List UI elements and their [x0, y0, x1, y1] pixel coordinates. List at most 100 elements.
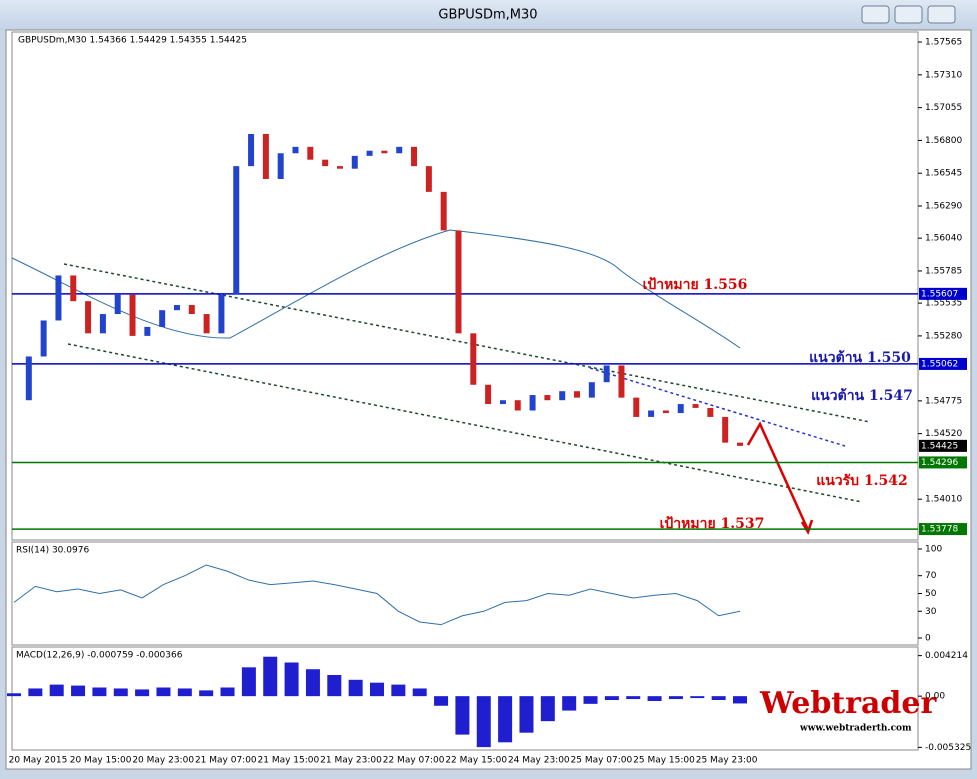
minimize-button[interactable]: [861, 5, 890, 24]
candle: [529, 395, 536, 411]
main-panel: [11, 31, 919, 541]
time-label: 21 May 15:00: [258, 756, 320, 766]
price-label: 1.56800: [925, 136, 962, 146]
candle: [336, 166, 343, 169]
annotation: แนวรับ 1.542: [816, 473, 908, 489]
candle: [351, 155, 358, 169]
price-label: 1.56290: [925, 202, 962, 212]
candle: [588, 382, 595, 398]
macd-label: MACD(12,26,9) -0.000759 -0.000366: [16, 651, 183, 661]
macd-bar: [604, 696, 619, 700]
candle: [262, 133, 269, 179]
candle: [366, 150, 373, 156]
candle: [677, 404, 684, 414]
macd-bar: [733, 696, 747, 704]
candle: [499, 400, 506, 405]
price-label: 1.54010: [925, 495, 962, 505]
annotation: แนวต้าน 1.547: [811, 388, 913, 404]
macd-bar: [348, 679, 363, 697]
candle: [55, 275, 62, 321]
candle: [114, 294, 121, 315]
macd-bar: [391, 684, 406, 697]
candle: [470, 333, 477, 385]
macd-tick-label: 0.004214: [925, 651, 968, 661]
macd-bar: [305, 669, 320, 697]
macd-bar: [668, 696, 683, 700]
time-label: 25 May 15:00: [633, 756, 695, 766]
candle: [40, 320, 47, 357]
candle: [396, 146, 403, 154]
price-box: [919, 456, 967, 469]
macd-bar: [711, 696, 726, 700]
price-label: 1.55280: [925, 331, 962, 341]
macd-bar: [7, 693, 21, 697]
macd-tick-label: -0.005325: [925, 743, 971, 753]
time-label: 24 May 23:00: [508, 756, 570, 766]
candle: [559, 391, 566, 401]
macd-tick-label: 0.00: [925, 692, 945, 702]
macd-bar: [519, 696, 534, 733]
candle: [70, 275, 77, 302]
price-box: [919, 357, 967, 370]
close-button[interactable]: [927, 5, 956, 24]
time-label: 20 May 15:00: [70, 756, 132, 766]
price-label: 1.56040: [925, 234, 962, 244]
price-label: 1.56545: [925, 169, 962, 179]
candle: [99, 314, 106, 334]
price-label: 1.54775: [925, 396, 962, 406]
price-box-label: 1.55607: [921, 289, 958, 299]
rsi-tick-label: 0: [925, 634, 931, 644]
macd-bar: [241, 667, 256, 697]
candle: [514, 400, 521, 411]
candle: [381, 150, 388, 154]
candle: [203, 314, 210, 334]
candle: [218, 294, 225, 334]
forecast-arrows: [746, 421, 814, 535]
candle: [737, 442, 743, 446]
macd-bar: [49, 684, 64, 697]
macd-bar: [562, 696, 577, 711]
time-label: 20 May 2015: [9, 756, 68, 766]
macd-bar: [284, 662, 299, 697]
annotation: เป้าหมาย 1.537: [660, 516, 765, 532]
annotation: เป้าหมาย 1.556: [643, 277, 748, 293]
macd-bar: [690, 696, 705, 699]
candle: [485, 384, 492, 405]
price-label: 1.55785: [925, 266, 962, 276]
candle: [129, 294, 136, 336]
candle: [648, 410, 655, 417]
candle: [411, 146, 418, 167]
candle: [662, 410, 669, 414]
macd-bar: [327, 675, 342, 697]
candle: [233, 166, 240, 295]
candle: [159, 310, 166, 327]
price-box-label: 1.55062: [921, 359, 958, 369]
macd-bar: [370, 682, 384, 697]
rsi-label: RSI(14) 30.0976: [16, 546, 89, 556]
candle: [455, 230, 462, 334]
candle: [248, 133, 255, 167]
annotation: แนวต้าน 1.550: [809, 350, 911, 366]
time-label: 25 May 23:00: [696, 756, 758, 766]
candle: [425, 166, 432, 192]
macd-bar: [498, 696, 513, 743]
macd-bar: [177, 688, 192, 697]
candle: [440, 191, 447, 231]
price-label: 1.55535: [925, 299, 962, 309]
macd-bar: [540, 696, 555, 722]
price-box: [919, 287, 967, 300]
candle: [25, 356, 32, 401]
macd-bar: [476, 696, 491, 748]
price-box-label: 1.54296: [921, 458, 958, 468]
maximize-button[interactable]: [894, 5, 923, 24]
time-label: 21 May 07:00: [195, 756, 257, 766]
candle: [618, 365, 625, 398]
price-label: 1.57310: [925, 70, 962, 80]
macd-bar: [220, 687, 235, 697]
macd-bar: [583, 696, 598, 704]
rsi-tick-label: 30: [925, 607, 937, 617]
time-label: 20 May 23:00: [132, 756, 194, 766]
moving-average: [11, 229, 741, 349]
logo: Webtrader www.webtraderth.com: [759, 686, 937, 734]
candle: [173, 305, 180, 311]
